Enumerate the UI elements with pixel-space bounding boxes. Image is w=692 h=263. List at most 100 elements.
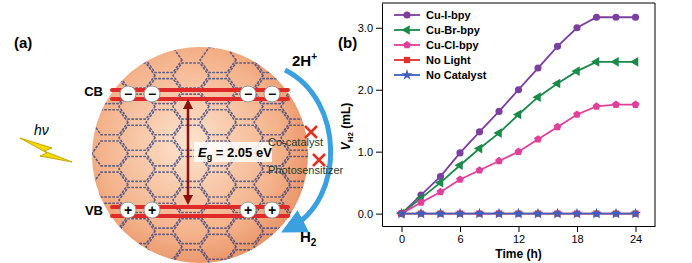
lattice-ring bbox=[92, 234, 128, 259]
electron: − bbox=[268, 86, 276, 102]
series-marker bbox=[476, 128, 483, 135]
series-marker bbox=[493, 208, 504, 219]
y-axis: 0.01.02.03.0 bbox=[358, 4, 383, 227]
series-marker bbox=[515, 86, 522, 93]
legend-marker bbox=[401, 69, 412, 80]
lattice-ring bbox=[146, 110, 182, 135]
series-marker bbox=[573, 24, 580, 31]
electron: − bbox=[244, 86, 252, 102]
lattice-ring bbox=[200, 110, 236, 135]
band-gap-label: Eg = 2.05 eV bbox=[198, 145, 272, 162]
lattice-ring bbox=[92, 110, 128, 135]
product: H2 bbox=[300, 228, 317, 248]
y-axis-title: VH2 (mL) bbox=[339, 103, 355, 151]
cb-band bbox=[110, 97, 290, 101]
lattice-ring bbox=[146, 234, 182, 259]
series-marker bbox=[474, 144, 482, 154]
chart-title: (b) bbox=[338, 34, 357, 51]
legend-label: Cu-Br-bpy bbox=[426, 24, 481, 36]
lattice-ring bbox=[254, 110, 290, 135]
hole: + bbox=[244, 202, 252, 218]
band-gap-box bbox=[194, 142, 272, 162]
absent-label: Photosensitizer bbox=[268, 164, 344, 176]
electron-bg bbox=[264, 86, 280, 102]
legend-marker bbox=[404, 57, 410, 63]
series-marker bbox=[396, 208, 407, 219]
lattice-ring bbox=[227, 219, 263, 244]
vb-band bbox=[110, 214, 290, 218]
y-tick-label: 2.0 bbox=[358, 84, 373, 96]
series-marker bbox=[632, 100, 640, 107]
y-tick-label: 1.0 bbox=[358, 146, 373, 158]
series-marker bbox=[554, 43, 561, 50]
electron-bg bbox=[144, 86, 160, 102]
series-marker bbox=[534, 135, 542, 142]
lattice-ring bbox=[119, 219, 155, 244]
y-tick: 1.0 bbox=[358, 146, 382, 158]
lattice-ring bbox=[200, 234, 236, 259]
x-axis: 06121824 bbox=[383, 226, 656, 245]
x-tick-label: 12 bbox=[513, 233, 525, 245]
lattice-ring bbox=[281, 250, 317, 263]
lattice bbox=[92, 48, 344, 263]
x-tick: 12 bbox=[513, 226, 525, 245]
legend-marker bbox=[401, 25, 409, 35]
series-marker bbox=[454, 208, 465, 219]
lattice-ring bbox=[119, 250, 155, 263]
series-marker bbox=[534, 64, 541, 71]
cross bbox=[305, 126, 317, 138]
series-marker bbox=[610, 57, 618, 67]
series-marker bbox=[493, 128, 501, 138]
x-tick-label: 0 bbox=[399, 233, 405, 245]
vb-label: VB bbox=[85, 203, 103, 218]
lattice-ring bbox=[254, 48, 290, 73]
sphere bbox=[92, 47, 308, 263]
x-tick-label: 24 bbox=[630, 233, 642, 245]
series-marker bbox=[552, 79, 560, 89]
lattice-ring bbox=[146, 141, 182, 166]
x-tick: 6 bbox=[457, 226, 463, 245]
series-marker bbox=[630, 208, 641, 219]
y-axis-line bbox=[382, 4, 383, 227]
x-axis-title: Time (h) bbox=[495, 247, 541, 261]
series-marker bbox=[612, 14, 619, 21]
reaction-arrow bbox=[285, 70, 331, 228]
hole-bg bbox=[144, 202, 160, 218]
lattice-ring bbox=[146, 48, 182, 73]
legend-label: Cu-Cl-bpy bbox=[426, 39, 479, 51]
electron-bg bbox=[120, 86, 136, 102]
hole-bg bbox=[264, 202, 280, 218]
x-tick-mark bbox=[636, 226, 637, 232]
chart: 061218240.01.02.03.0(b)Time (h)VH2 (mL)C… bbox=[338, 3, 656, 261]
y-tick-mark bbox=[376, 214, 382, 215]
series-marker bbox=[476, 166, 484, 173]
series-marker bbox=[437, 188, 445, 195]
series-marker bbox=[513, 208, 524, 219]
x-tick-mark bbox=[402, 226, 403, 232]
lattice-ring bbox=[254, 234, 290, 259]
series-marker bbox=[495, 108, 502, 115]
lattice-ring bbox=[173, 219, 209, 244]
lattice-ring bbox=[119, 125, 155, 150]
lattice-ring bbox=[308, 48, 344, 73]
x-tick-mark bbox=[577, 226, 578, 232]
series-marker bbox=[554, 123, 562, 130]
lattice-ring bbox=[146, 172, 182, 197]
panel-label: (a) bbox=[14, 34, 32, 51]
series-line bbox=[402, 17, 636, 213]
series-marker bbox=[417, 198, 425, 205]
lattice-ring bbox=[119, 156, 155, 181]
series-marker bbox=[474, 208, 485, 219]
reactant: 2H+ bbox=[292, 51, 317, 69]
series-marker bbox=[495, 157, 503, 164]
series-marker bbox=[513, 110, 521, 120]
lattice-ring bbox=[227, 250, 263, 263]
lattice-ring bbox=[119, 63, 155, 88]
x-tick: 24 bbox=[630, 226, 642, 245]
x-tick: 0 bbox=[399, 226, 405, 245]
legend-label: No Light bbox=[426, 54, 471, 66]
lattice-ring bbox=[92, 48, 128, 73]
x-tick-mark bbox=[460, 226, 461, 232]
series-marker bbox=[532, 92, 540, 102]
series-marker bbox=[630, 57, 638, 67]
